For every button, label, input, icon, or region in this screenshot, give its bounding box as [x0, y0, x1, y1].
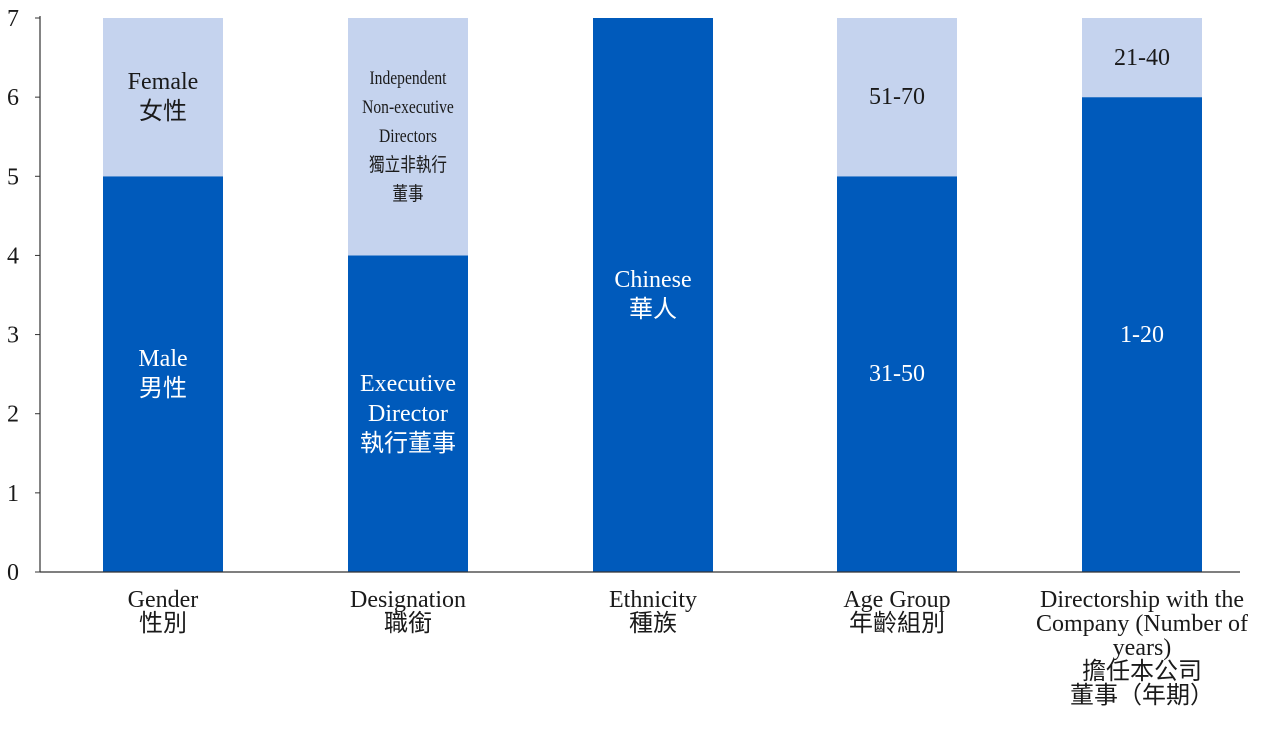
- x-category-label-line: years): [1112, 635, 1172, 661]
- x-category-label-line: Age Group: [843, 587, 951, 613]
- y-tick-label: 4: [7, 243, 19, 269]
- y-tick-label: 3: [7, 323, 19, 349]
- x-category-label-line: 擔任本公司: [1082, 659, 1202, 685]
- x-category-label: Designation 職銜: [278, 588, 538, 636]
- y-axis: 0 1 2 3 4 5 6 7: [7, 6, 41, 586]
- bar-segment: [1082, 18, 1202, 98]
- x-category-label-line: 性別: [139, 611, 187, 637]
- y-tick-label: 2: [7, 402, 19, 428]
- y-tick-label: 5: [7, 164, 19, 190]
- x-category-label: Gender 性別: [33, 588, 293, 636]
- y-tick-label: 1: [7, 481, 19, 507]
- x-category-label-line: Designation: [350, 587, 466, 613]
- y-tick-label: 0: [7, 560, 19, 586]
- x-category-label-line: Gender: [127, 587, 199, 613]
- x-category-label-line: 董事（年期）: [1070, 683, 1214, 709]
- x-category-label: Ethnicity 種族: [523, 588, 783, 636]
- x-category-label: Age Group 年齡組別: [767, 588, 1027, 636]
- x-category-label-line: Company (Number of: [1036, 611, 1248, 637]
- bar-segment: [103, 18, 223, 177]
- bar-segment: [837, 176, 957, 573]
- y-tick-label: 6: [7, 85, 19, 111]
- bar-segment: [348, 18, 468, 256]
- x-category-label-line: Ethnicity: [609, 587, 697, 613]
- x-category-label-line: Directorship with the: [1040, 587, 1244, 613]
- x-category-label-line: 年齡組別: [849, 611, 945, 637]
- bar-segment: [837, 18, 957, 177]
- bar-segment: [103, 176, 223, 573]
- y-tick-label: 7: [7, 6, 19, 32]
- x-category-label: Directorship with the Company (Number of y…: [1012, 588, 1272, 708]
- x-category-label-line: 職銜: [384, 611, 432, 637]
- bar-segment: [593, 18, 713, 572]
- bar-segment: [1082, 97, 1202, 573]
- x-category-label-line: 種族: [629, 611, 677, 637]
- bars-group: [103, 18, 1202, 573]
- bar-segment: [348, 255, 468, 572]
